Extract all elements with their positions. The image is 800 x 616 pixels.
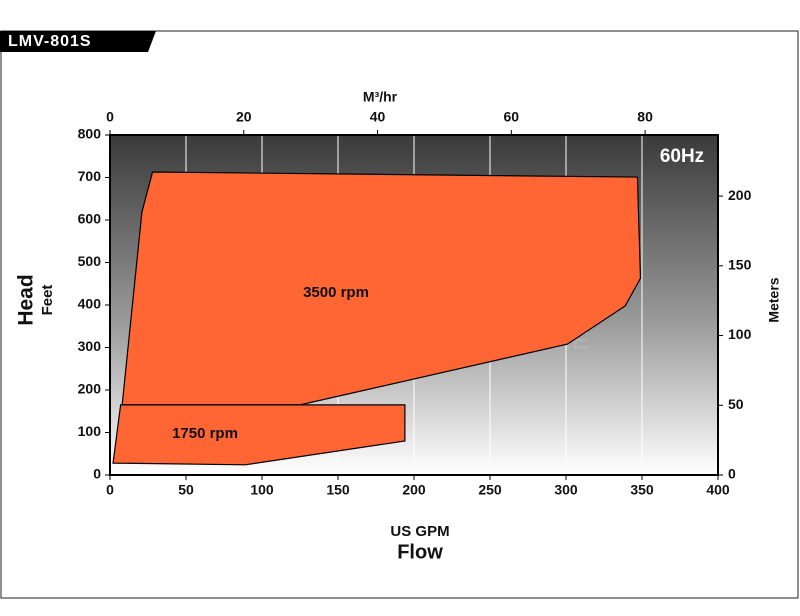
frequency-label: 60Hz [660, 146, 704, 167]
region-label: 3500 rpm [303, 284, 369, 301]
y-tick-label: 700 [78, 168, 102, 184]
x-axis-label: US GPM [390, 523, 449, 540]
x-tick-label: 100 [250, 482, 274, 498]
y2-tick-label: 200 [728, 187, 752, 203]
operating-region [112, 404, 406, 466]
chart-title: LMV-801S [8, 33, 92, 50]
x-tick-label: 350 [630, 482, 654, 498]
x2-tick-label: 20 [236, 109, 252, 125]
x-tick-label: 200 [402, 482, 426, 498]
y-tick-label: 0 [93, 466, 101, 482]
y-tick-label: 500 [78, 253, 102, 269]
y-tick-label: 600 [78, 211, 102, 227]
x-tick-label: 150 [326, 482, 350, 498]
x-tick-label: 400 [706, 482, 730, 498]
x2-tick-label: 40 [370, 109, 386, 125]
operating-region [121, 171, 642, 406]
x-tick-label: 250 [478, 482, 502, 498]
x-axis-title: Flow [397, 541, 443, 563]
y-axis-title: Head [15, 274, 38, 325]
y2-tick-label: 100 [728, 326, 752, 342]
y2-axis-label: Meters [766, 277, 782, 322]
y-axis-label: Feet [39, 285, 56, 316]
x2-axis-label: M³/hr [363, 89, 398, 105]
y2-tick-label: 0 [728, 466, 736, 482]
y-tick-label: 200 [78, 381, 102, 397]
region-label: 1750 rpm [172, 425, 238, 442]
x-tick-label: 300 [554, 482, 578, 498]
frame [0, 30, 799, 599]
y-tick-label: 400 [78, 296, 102, 312]
x-tick-label: 50 [178, 482, 194, 498]
x2-tick-label: 60 [504, 109, 520, 125]
x2-tick-label: 0 [106, 109, 114, 125]
y-tick-label: 100 [78, 423, 102, 439]
y2-tick-label: 150 [728, 257, 752, 273]
x-tick-label: 0 [106, 482, 114, 498]
y-tick-label: 800 [78, 126, 102, 142]
title-block [0, 31, 156, 52]
y2-tick-label: 50 [728, 396, 744, 412]
x2-tick-label: 80 [637, 109, 653, 125]
y-tick-label: 300 [78, 338, 102, 354]
